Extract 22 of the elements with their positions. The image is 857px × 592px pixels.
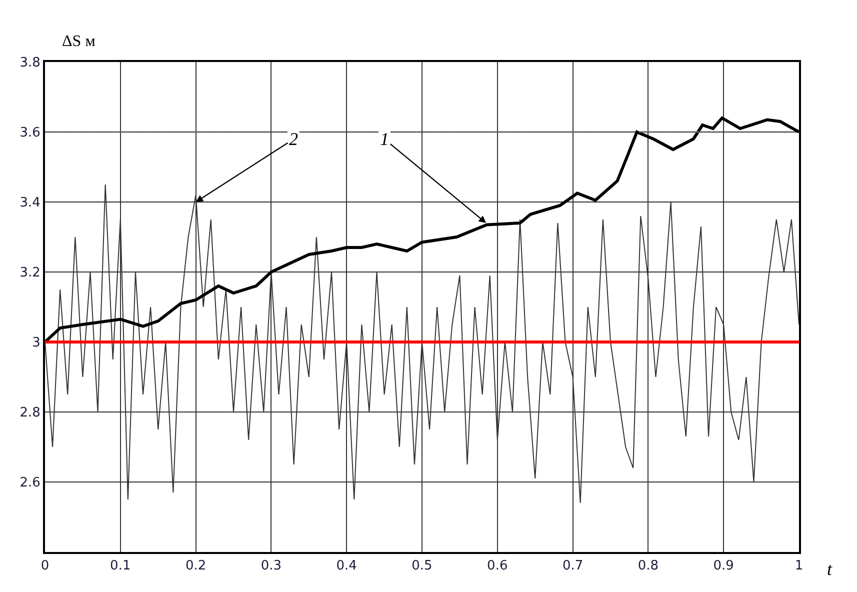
y-tick-label: 2.6 [20, 476, 40, 491]
x-tick-label: 0.6 [487, 558, 508, 574]
x-tick-label: 0.2 [185, 558, 206, 574]
y-tick-label: 2.8 [20, 406, 40, 421]
y-tick-label: 3.6 [20, 126, 40, 141]
annotation: 1 [380, 129, 389, 149]
x-tick-label: 0.5 [412, 558, 432, 574]
x-axis-title: t [827, 559, 833, 579]
y-axis-title: ΔS м [62, 33, 96, 50]
y-tick-label: 3.4 [20, 196, 40, 211]
x-tick-label: 0.3 [260, 558, 282, 574]
y-tick-label: 3 [32, 336, 40, 351]
x-tick-label: 0.9 [713, 558, 734, 574]
x-tick-label: 1 [794, 558, 804, 574]
x-tick-label: 0 [40, 558, 50, 574]
y-tick-label: 3.8 [20, 56, 40, 71]
x-tick-label: 0.4 [336, 558, 357, 574]
annotation: 2 [289, 129, 298, 149]
x-tick-label: 0.7 [562, 558, 584, 574]
x-tick-label: 0.8 [638, 558, 659, 574]
x-tick-label: 0.1 [110, 558, 131, 574]
y-tick-label: 3.2 [20, 266, 40, 281]
